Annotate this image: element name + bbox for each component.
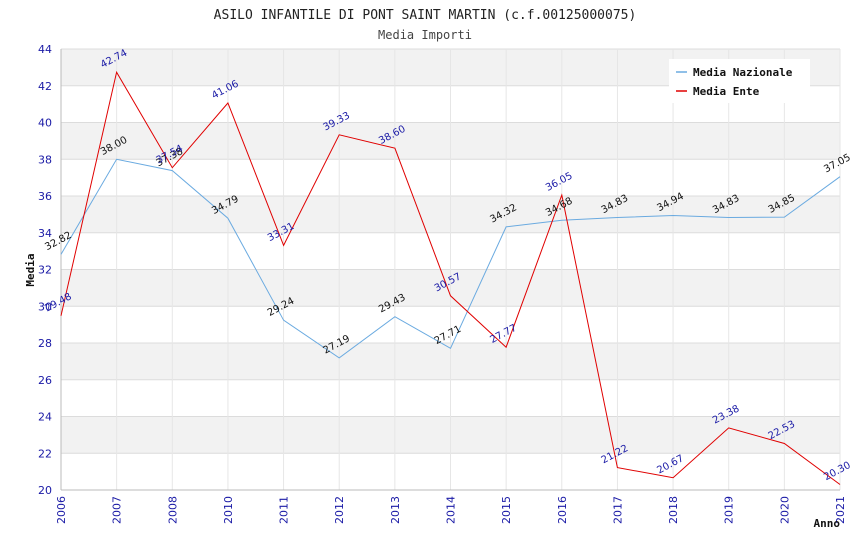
y-tick-label: 26 [38, 374, 52, 387]
y-tick-label: 20 [38, 484, 52, 497]
legend: Media Nazionale Media Ente [669, 59, 810, 103]
data-label: 20.67 [655, 453, 685, 476]
x-tick-label: 2006 [55, 496, 68, 524]
y-tick-label: 36 [38, 190, 52, 203]
series-lines [60, 70, 841, 485]
legend-box [669, 59, 810, 103]
series-line-media-ente [60, 70, 841, 485]
y-axis-label: Media [24, 253, 37, 286]
series-line-media-nazionale [60, 158, 841, 359]
x-tick-label: 2007 [111, 496, 124, 524]
x-tick-label: 2013 [389, 496, 402, 524]
x-tick-label: 2015 [500, 496, 513, 524]
axes [60, 49, 840, 491]
y-tick-label: 22 [38, 447, 52, 460]
y-tick-label: 42 [38, 80, 52, 93]
x-tick-label: 2012 [333, 496, 346, 524]
x-tick-label: 2021 [834, 496, 847, 524]
y-tick-label: 40 [38, 117, 52, 130]
y-tick-label: 30 [38, 300, 52, 313]
data-label: 27.77 [488, 323, 518, 346]
y-tick-label: 32 [38, 264, 52, 277]
grid-lines [60, 48, 841, 491]
y-tick-label: 44 [38, 43, 52, 56]
chart-subtitle: Media Importi [378, 28, 472, 42]
x-tick-label: 2010 [222, 496, 235, 524]
chart-title: ASILO INFANTILE DI PONT SAINT MARTIN (c.… [214, 8, 637, 23]
x-tick-labels: 2006 2007 2008 2010 2011 2012 2013 2014 2015 2016… [55, 496, 847, 524]
legend-entry: Media Ente [693, 85, 760, 98]
x-axis-label: Anno [814, 517, 841, 530]
x-tick-label: 2014 [445, 496, 458, 524]
x-tick-label: 2008 [166, 496, 179, 524]
data-label: 20.30 [822, 460, 850, 483]
data-label: 29.48 [43, 291, 73, 314]
y-tick-label: 38 [38, 153, 52, 166]
x-tick-label: 2017 [611, 496, 624, 524]
y-tick-label: 24 [38, 411, 52, 424]
x-tick-label: 2016 [556, 496, 569, 524]
y-tick-label: 28 [38, 337, 52, 350]
x-tick-label: 2011 [278, 496, 291, 524]
y-tick-label: 34 [38, 227, 52, 240]
x-tick-label: 2020 [778, 496, 791, 524]
legend-entry: Media Nazionale [693, 66, 793, 79]
y-tick-labels: 20 22 24 26 28 30 32 34 36 38 40 42 44 [38, 43, 52, 497]
x-tick-label: 2019 [723, 496, 736, 524]
data-label: 36.05 [544, 171, 574, 194]
x-tick-label: 2018 [667, 496, 680, 524]
